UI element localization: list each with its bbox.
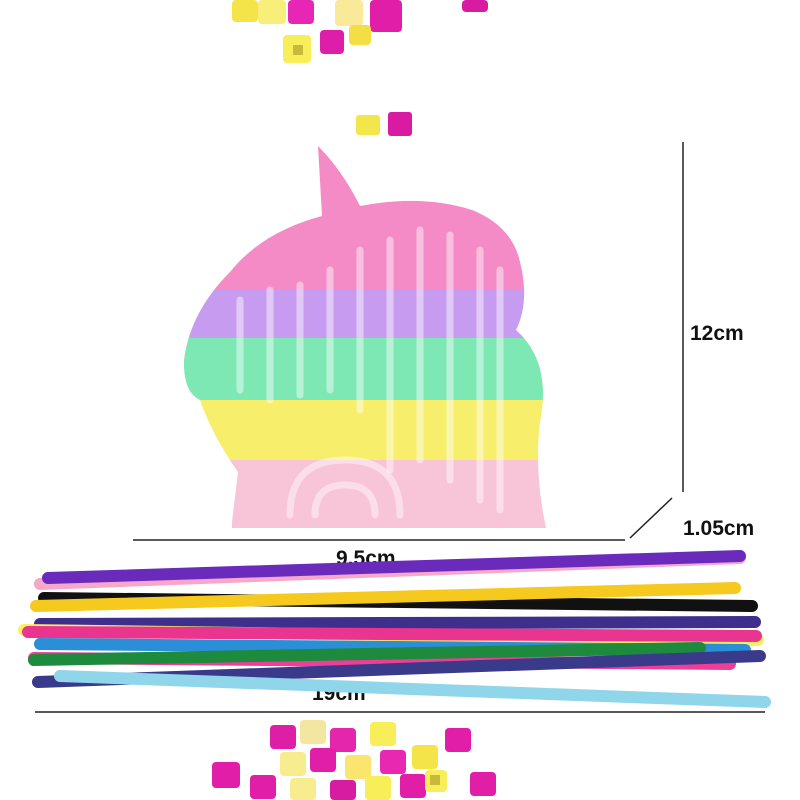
beads-top bbox=[232, 0, 488, 136]
beads-bottom bbox=[212, 720, 496, 800]
height-label: 12cm bbox=[690, 322, 744, 345]
unicorn-popper bbox=[183, 146, 546, 528]
thickness-label: 1.05cm bbox=[683, 517, 754, 540]
thickness-line bbox=[629, 497, 673, 539]
sticks bbox=[18, 550, 771, 708]
